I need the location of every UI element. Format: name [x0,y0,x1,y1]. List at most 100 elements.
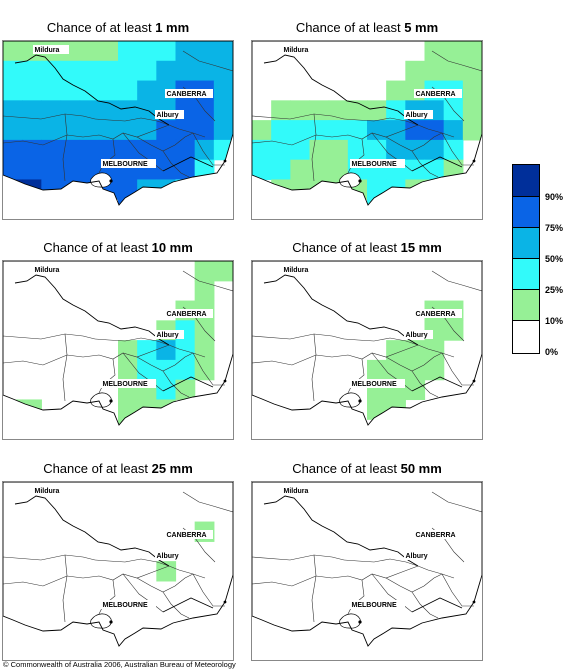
svg-text:Mildura: Mildura [35,267,60,274]
legend-swatch-0-10 [513,321,539,353]
legend-swatch-90-100 [513,165,539,197]
probability-cell [309,120,330,141]
svg-text:CANBERRA: CANBERRA [167,311,207,318]
cape-marker [472,379,476,383]
svg-text:Albury: Albury [157,112,179,119]
district-boundary [252,354,317,366]
district-boundary [162,591,190,619]
district-boundary [315,124,419,140]
probability-cell [424,179,445,200]
probability-cell [3,100,23,121]
district-boundary [385,573,443,593]
state-border [411,597,463,613]
probability-cell [175,159,196,181]
probability-cell [462,80,482,101]
probability-cell [194,120,215,141]
svg-text:Mildura: Mildura [35,47,60,54]
district-boundary [311,333,317,402]
probability-grid [367,300,464,420]
title-amount: 1 mm [155,20,190,35]
svg-text:MELBOURNE: MELBOURNE [352,602,397,609]
map-svg: Mildura CANBERRA Albury MELBOURNE [252,41,482,206]
svg-text:Mildura: Mildura [284,47,309,54]
svg-text:Mildura: Mildura [35,488,60,495]
probability-cell [367,100,387,121]
probability-cell [79,100,100,121]
state-border [162,156,214,172]
city-label-melbourne: MELBOURNE [350,159,405,168]
state-border [14,274,170,346]
district-boundary [3,554,96,561]
probability-cell [3,41,23,62]
legend-swatch-10-25 [513,290,539,321]
legend-label-75: 75% [545,223,564,233]
coastline [3,41,233,206]
probability-cell [118,100,138,121]
district-boundary [182,50,233,72]
district-boundary [94,117,170,126]
probability-cell [22,120,42,141]
probability-cell [156,359,177,381]
district-boundary [94,337,170,346]
probability-cell [213,60,233,82]
probability-cell [60,80,81,101]
district-boundary [385,352,443,372]
probability-cell [98,41,119,62]
probability-cell [98,139,119,161]
cape-marker [472,600,476,604]
svg-text:Albury: Albury [406,332,428,339]
rainfall-map-10mm: Mildura CANBERRA Albury MELBOURNE [2,260,234,440]
title-prefix: Chance of at least [46,20,156,35]
rainfall-map-5mm: Mildura CANBERRA Albury MELBOURNE [251,40,483,220]
district-boundary [385,132,443,152]
svg-text:MELBOURNE: MELBOURNE [103,161,148,168]
probability-cell [194,280,215,302]
probability-cell [175,379,196,401]
city-label-melbourne: MELBOURNE [350,379,405,388]
probability-cell [22,159,42,181]
district-boundary [136,352,194,372]
probability-cell [3,159,23,181]
probability-cell [386,340,406,361]
probability-cell [79,120,100,141]
probability-cell [367,120,387,141]
district-boundary [411,370,439,398]
probability-cell [290,159,311,181]
svg-text:CANBERRA: CANBERRA [167,532,207,539]
title-amount: 25 mm [151,461,193,476]
svg-text:CANBERRA: CANBERRA [416,311,456,318]
title-prefix: Chance of at least [295,20,405,35]
probability-cell [79,41,100,62]
probability-cell [462,120,482,141]
probability-cell [22,139,42,161]
panel-title-25mm: Chance of at least 25 mm [2,461,234,477]
probability-cell [367,359,387,381]
probability-cell [156,120,177,141]
city-label-melbourne: MELBOURNE [350,600,405,609]
probability-legend [512,164,540,354]
probability-cell [386,179,406,200]
city-label-albury: Albury [404,110,433,119]
island-marker [109,179,113,183]
district-boundary [411,150,439,178]
probability-cell [3,60,23,82]
cape-marker [472,159,476,163]
probability-cell [41,139,62,161]
district-boundary [3,575,68,587]
state-border [14,54,170,126]
probability-cell [137,340,157,361]
district-boundary [3,333,96,340]
copyright-notice: © Commonwealth of Australia 2006, Austra… [3,660,236,669]
district-boundary [343,117,419,126]
probability-cell [424,359,445,381]
city-label-mildura: Mildura [282,45,318,54]
probability-cell [60,100,81,121]
probability-cell [424,159,445,181]
legend-swatch-50-75 [513,228,539,259]
district-boundary [315,344,419,360]
coastline [252,41,482,206]
probability-cell [175,139,196,161]
island-marker [109,620,113,624]
probability-cell [424,120,445,141]
probability-cell [405,60,426,82]
